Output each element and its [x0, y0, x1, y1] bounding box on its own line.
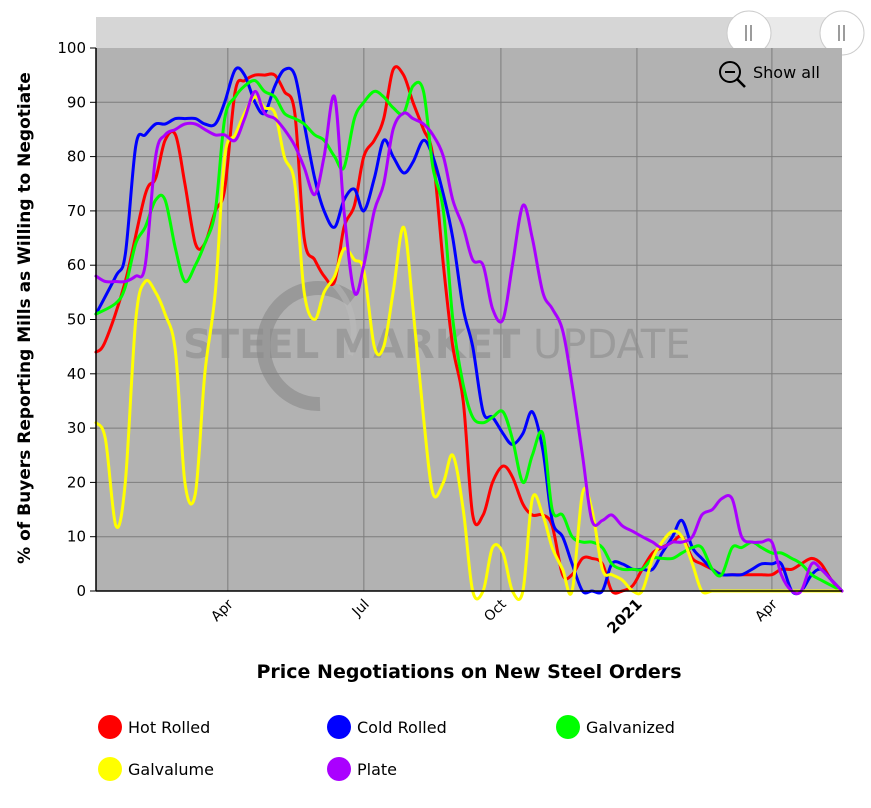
- legend-item-plate[interactable]: Plate: [327, 757, 397, 781]
- zoom-out-icon: [719, 61, 746, 88]
- y-tick-label: 50: [67, 311, 86, 329]
- y-tick-label: 70: [67, 202, 86, 220]
- series-line-galvanized[interactable]: [94, 78, 844, 593]
- legend-label: Plate: [357, 760, 397, 779]
- y-tick-label: 0: [76, 582, 86, 600]
- series-line-cold-rolled[interactable]: [94, 66, 844, 596]
- series-line-plate[interactable]: [94, 89, 844, 596]
- x-tick-label: Apr: [208, 596, 237, 625]
- y-tick-label: 60: [67, 256, 86, 274]
- legend-label: Galvalume: [128, 760, 214, 779]
- show-all-label[interactable]: Show all: [753, 63, 820, 82]
- navigator-track[interactable]: [96, 17, 842, 48]
- watermark-text: STEEL MARKET UPDATE: [183, 322, 691, 368]
- y-tick-label: 20: [67, 473, 86, 491]
- legend-marker: [327, 757, 351, 781]
- legend-label: Hot Rolled: [128, 718, 210, 737]
- legend-label: Galvanized: [586, 718, 675, 737]
- x-tick-label: Jul: [349, 597, 373, 621]
- x-axis-ticks: Apr Jul Oct 2021 Apr: [208, 595, 781, 637]
- show-all-button[interactable]: Show all: [719, 61, 820, 88]
- legend-marker: [556, 715, 580, 739]
- legend-marker: [327, 715, 351, 739]
- y-axis-label: % of Buyers Reporting Mills as Willing t…: [15, 72, 35, 564]
- x-tick-label: 2021: [604, 595, 646, 637]
- series-lines: [94, 65, 844, 601]
- x-tick-label: Apr: [752, 596, 781, 625]
- legend-item-hot-rolled[interactable]: Hot Rolled: [98, 715, 210, 739]
- y-tick-label: 100: [57, 39, 86, 57]
- y-tick-label: 80: [67, 148, 86, 166]
- legend-marker: [98, 715, 122, 739]
- legend-marker: [98, 757, 122, 781]
- y-tick-label: 90: [67, 93, 86, 111]
- legend-item-galvanized[interactable]: Galvanized: [556, 715, 675, 739]
- y-tick-label: 40: [67, 365, 86, 383]
- watermark-logo: STEEL MARKET UPDATE: [183, 277, 691, 412]
- y-tick-label: 30: [67, 419, 86, 437]
- y-axis-ticks: 0 10 20 30 40 50 60 70 80 90 100: [57, 39, 96, 600]
- navigator[interactable]: [96, 10, 865, 56]
- legend: Hot Rolled Cold Rolled Galvanized Galvalume…: [98, 715, 675, 781]
- legend-item-galvalume[interactable]: Galvalume: [98, 757, 214, 781]
- x-tick-label: Oct: [481, 596, 510, 625]
- legend-item-cold-rolled[interactable]: Cold Rolled: [327, 715, 447, 739]
- x-axis-label: Price Negotiations on New Steel Orders: [256, 661, 681, 683]
- y-tick-label: 10: [67, 528, 86, 546]
- legend-label: Cold Rolled: [357, 718, 447, 737]
